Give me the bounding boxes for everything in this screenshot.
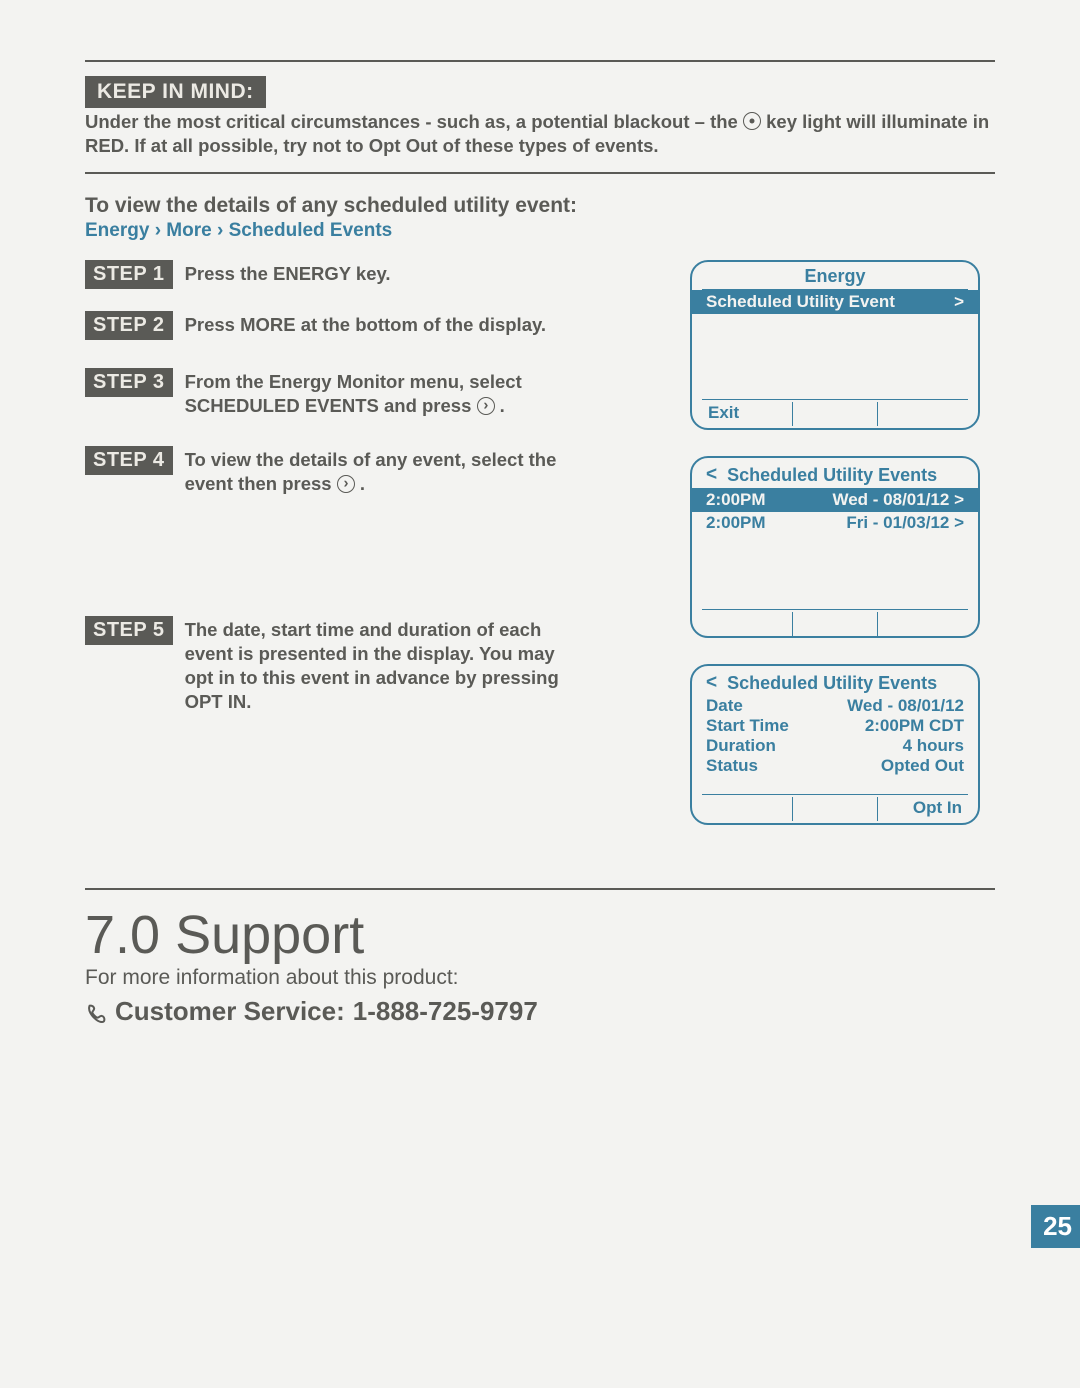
screen-title: Scheduled Utility Events xyxy=(727,673,937,694)
menu-item-scheduled-event[interactable]: Scheduled Utility Event > xyxy=(692,290,978,314)
step-row: STEP 4 To view the details of any event,… xyxy=(85,446,565,496)
detail-label: Status xyxy=(706,756,758,776)
footer-empty xyxy=(793,610,877,636)
top-rule xyxy=(85,60,995,62)
steps-area: STEP 1 Press the ENERGY key. STEP 2 Pres… xyxy=(85,260,995,880)
step-text-after: . xyxy=(360,473,365,494)
cs-label: Customer Service: xyxy=(115,996,345,1027)
power-key-icon xyxy=(743,112,761,130)
detail-row: Start Time 2:00PM CDT xyxy=(692,716,978,736)
menu-item-label: Scheduled Utility Event xyxy=(706,292,895,312)
kim-text-before: Under the most critical circumstances - … xyxy=(85,111,743,132)
screen-title: Scheduled Utility Events xyxy=(727,465,937,486)
detail-row: Date Wed - 08/01/12 xyxy=(692,696,978,716)
screen-footer: Exit xyxy=(702,399,968,428)
detail-row: Duration 4 hours xyxy=(692,736,978,756)
step-text: From the Energy Monitor menu, select SCH… xyxy=(185,368,565,418)
keep-in-mind-box: KEEP IN MIND: Under the most critical ci… xyxy=(85,76,995,158)
screen-body xyxy=(692,314,978,399)
footer-empty xyxy=(793,400,877,428)
back-icon[interactable]: < xyxy=(706,672,717,694)
step-row: STEP 5 The date, start time and duration… xyxy=(85,616,565,714)
step-badge: STEP 2 xyxy=(85,311,173,340)
screen-energy: Energy Scheduled Utility Event > Exit xyxy=(690,260,980,430)
phone-icon xyxy=(85,1001,107,1023)
keep-in-mind-text: Under the most critical circumstances - … xyxy=(85,110,995,158)
exit-button[interactable]: Exit xyxy=(702,400,792,428)
step-row: STEP 1 Press the ENERGY key. xyxy=(85,260,565,289)
step-text-before: To view the details of any event, select… xyxy=(185,449,557,494)
screen-header: < Scheduled Utility Events xyxy=(692,666,978,696)
screen-event-list: < Scheduled Utility Events 2:00PM Wed - … xyxy=(690,456,980,638)
step-text: To view the details of any event, select… xyxy=(185,446,565,496)
step-badge: STEP 4 xyxy=(85,446,173,475)
event-time: 2:00PM xyxy=(706,490,766,510)
step-badge: STEP 3 xyxy=(85,368,173,397)
step-badge: STEP 1 xyxy=(85,260,173,289)
footer-empty xyxy=(793,795,877,823)
detail-value: Wed - 08/01/12 xyxy=(847,696,964,716)
breadcrumb: Energy › More › Scheduled Events xyxy=(85,220,995,242)
screen-title: Energy xyxy=(702,262,968,290)
spacer xyxy=(692,776,978,794)
section-heading: To view the details of any scheduled uti… xyxy=(85,194,995,218)
next-key-icon xyxy=(477,397,495,415)
event-date: Wed - 08/01/12 > xyxy=(832,490,964,510)
step-text: Press MORE at the bottom of the display. xyxy=(185,311,546,337)
support-heading: 7.0 Support xyxy=(85,904,995,966)
next-key-icon xyxy=(337,475,355,493)
detail-label: Date xyxy=(706,696,743,716)
screens-column: Energy Scheduled Utility Event > Exit < … xyxy=(690,260,995,851)
event-time: 2:00PM xyxy=(706,513,766,533)
page-number: 25 xyxy=(1031,1205,1080,1248)
customer-service-line: Customer Service: 1-888-725-9797 xyxy=(85,996,995,1027)
mid-rule-1 xyxy=(85,172,995,174)
chevron-right-icon: > xyxy=(954,292,964,312)
event-date: Fri - 01/03/12 > xyxy=(846,513,964,533)
step-row: STEP 3 From the Energy Monitor menu, sel… xyxy=(85,368,565,418)
step-text-before: From the Energy Monitor menu, select SCH… xyxy=(185,371,522,416)
step-text: Press the ENERGY key. xyxy=(185,260,391,286)
detail-value: Opted Out xyxy=(881,756,964,776)
opt-in-button[interactable]: Opt In xyxy=(878,795,968,823)
detail-value: 4 hours xyxy=(903,736,964,756)
screen-body xyxy=(692,534,978,609)
event-row-selected[interactable]: 2:00PM Wed - 08/01/12 > xyxy=(692,488,978,512)
step-text-after: . xyxy=(500,395,505,416)
step-text: The date, start time and duration of eac… xyxy=(185,616,565,714)
footer-empty xyxy=(702,610,792,636)
step-badge: STEP 5 xyxy=(85,616,173,645)
detail-label: Start Time xyxy=(706,716,789,736)
cs-number: 1-888-725-9797 xyxy=(353,996,538,1027)
screen-header: < Scheduled Utility Events xyxy=(692,458,978,488)
detail-value: 2:00PM CDT xyxy=(865,716,964,736)
footer-empty xyxy=(878,610,968,636)
screen-footer: Opt In xyxy=(702,794,968,823)
back-icon[interactable]: < xyxy=(706,464,717,486)
footer-empty xyxy=(702,795,792,823)
mid-rule-2 xyxy=(85,888,995,890)
step-row: STEP 2 Press MORE at the bottom of the d… xyxy=(85,311,565,340)
event-row[interactable]: 2:00PM Fri - 01/03/12 > xyxy=(692,512,978,534)
detail-label: Duration xyxy=(706,736,776,756)
screen-event-detail: < Scheduled Utility Events Date Wed - 08… xyxy=(690,664,980,825)
footer-empty xyxy=(878,400,968,428)
screen-footer xyxy=(702,609,968,636)
steps-column: STEP 1 Press the ENERGY key. STEP 2 Pres… xyxy=(85,260,565,714)
keep-in-mind-label: KEEP IN MIND: xyxy=(85,76,266,108)
support-subtext: For more information about this product: xyxy=(85,966,995,990)
detail-row: Status Opted Out xyxy=(692,756,978,776)
